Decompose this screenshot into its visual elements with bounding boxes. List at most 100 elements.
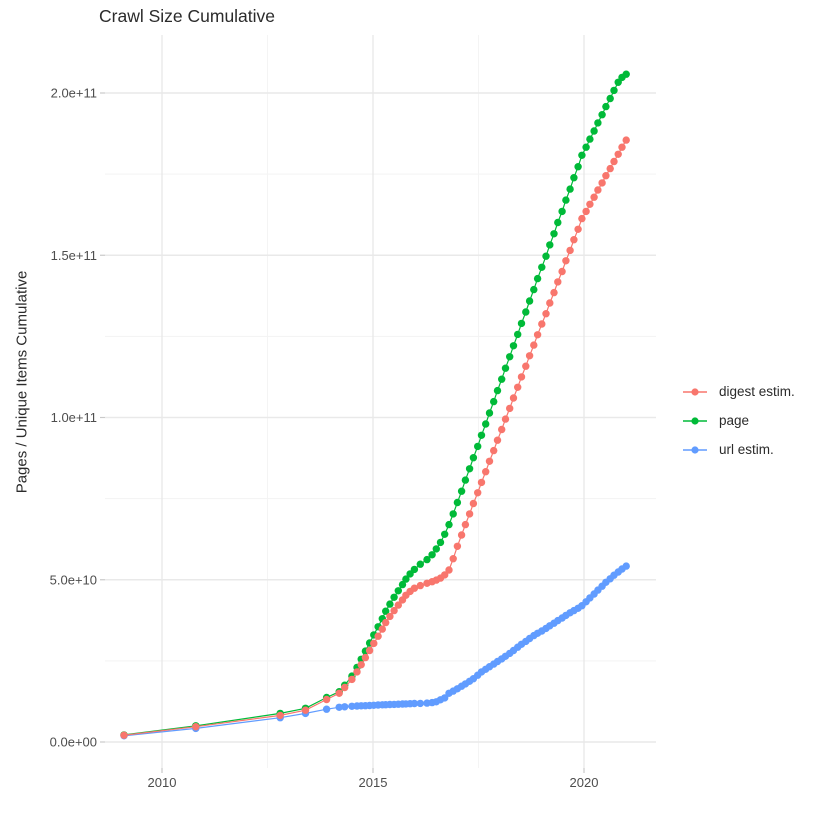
data-point-page — [482, 420, 490, 428]
data-point-page — [517, 319, 526, 328]
data-point-digestestim — [461, 520, 470, 529]
data-point-digestestim — [457, 531, 466, 539]
data-point-urlestim — [322, 705, 331, 713]
data-point-digestestim — [370, 639, 378, 648]
data-point-page — [542, 252, 550, 260]
data-point-digestestim — [501, 415, 510, 423]
data-point-digestestim — [558, 267, 566, 276]
data-point-page — [449, 510, 457, 518]
data-point-digestestim — [602, 172, 610, 180]
data-point-page — [509, 342, 518, 350]
legend-item-page: page — [682, 412, 795, 429]
data-point-digestestim — [474, 489, 482, 497]
data-point-digestestim — [477, 478, 486, 487]
data-point-page — [490, 397, 498, 406]
legend-label-digest: digest estim. — [719, 384, 795, 399]
data-point-digestestim — [562, 257, 570, 265]
data-point-digestestim — [441, 571, 449, 579]
data-point-digestestim — [453, 542, 462, 550]
data-point-page — [610, 86, 618, 95]
legend-item-digest: digest estim. — [682, 383, 795, 400]
data-point-page — [546, 241, 554, 249]
data-point-page — [501, 364, 510, 372]
data-point-urlestim — [410, 699, 419, 708]
data-point-page — [594, 119, 602, 127]
legend-item-url: url estim. — [682, 441, 795, 458]
data-point-urlestim — [416, 699, 424, 708]
data-point-digestestim — [538, 320, 546, 328]
data-point-page — [386, 600, 394, 608]
data-point-digestestim — [445, 566, 453, 574]
y-axis-title: Pages / Unique Items Cumulative — [13, 270, 31, 494]
series-line-urlestim — [123, 565, 627, 737]
y-tick-label: 5.0e+10 — [50, 572, 97, 587]
data-point-digestestim — [610, 157, 618, 166]
data-point-page — [578, 151, 586, 159]
data-point-digestestim — [348, 675, 356, 684]
data-point-digestestim — [390, 606, 398, 615]
data-point-page — [582, 143, 590, 151]
data-point-digestestim — [469, 499, 478, 508]
data-point-digestestim — [301, 706, 310, 714]
data-point-page — [457, 487, 466, 495]
data-point-page — [436, 538, 445, 547]
y-tick-label: 1.5e+11 — [51, 248, 97, 263]
data-point-page — [598, 111, 606, 119]
data-point-page — [474, 442, 482, 451]
data-point-digestestim — [382, 618, 390, 627]
data-point-page — [432, 545, 440, 553]
data-point-digestestim — [335, 689, 343, 697]
data-point-digestestim — [514, 383, 522, 391]
data-point-page — [398, 580, 407, 589]
data-point-digestestim — [341, 683, 349, 692]
data-point-page — [550, 230, 558, 238]
data-point-page — [562, 196, 570, 204]
data-point-digestestim — [509, 394, 518, 402]
x-tick-label: 2010 — [148, 775, 177, 790]
data-point-digestestim — [606, 164, 614, 173]
data-point-page — [477, 431, 486, 439]
data-point-page — [382, 607, 390, 615]
data-point-digestestim — [120, 731, 128, 739]
data-point-digestestim — [554, 278, 562, 286]
data-point-digestestim — [594, 186, 602, 194]
data-point-page — [586, 135, 594, 143]
data-point-page — [622, 70, 630, 78]
data-point-digestestim — [394, 601, 402, 609]
data-point-page — [428, 551, 436, 559]
data-point-digestestim — [410, 584, 419, 592]
data-point-digestestim — [506, 404, 514, 413]
data-point-page — [602, 102, 610, 111]
data-point-urlestim — [335, 703, 343, 711]
data-point-page — [566, 185, 574, 193]
x-tick-label: 2020 — [570, 775, 599, 790]
url-series-key-icon — [683, 445, 707, 454]
data-point-page — [554, 218, 562, 227]
data-point-digestestim — [353, 668, 361, 676]
data-point-digestestim — [618, 143, 626, 151]
data-point-digestestim — [570, 236, 578, 244]
legend-label-page: page — [719, 413, 750, 428]
data-point-digestestim — [622, 136, 630, 144]
data-point-page — [394, 587, 402, 595]
data-point-digestestim — [550, 288, 558, 297]
data-point-page — [416, 560, 424, 568]
data-point-page — [574, 163, 582, 171]
data-point-page — [465, 465, 474, 473]
data-point-page — [525, 297, 534, 305]
data-point-digestestim — [614, 150, 622, 158]
data-point-page — [606, 94, 614, 103]
data-point-digestestim — [533, 331, 542, 339]
data-point-page — [538, 263, 546, 271]
data-point-digestestim — [566, 246, 574, 255]
data-point-digestestim — [322, 695, 331, 704]
data-point-page — [402, 575, 410, 583]
data-point-page — [590, 127, 598, 135]
data-point-digestestim — [546, 299, 554, 307]
digest-series-key-icon — [683, 387, 707, 396]
data-point-digestestim — [517, 373, 526, 381]
data-point-digestestim — [357, 661, 365, 669]
data-point-digestestim — [530, 341, 538, 349]
